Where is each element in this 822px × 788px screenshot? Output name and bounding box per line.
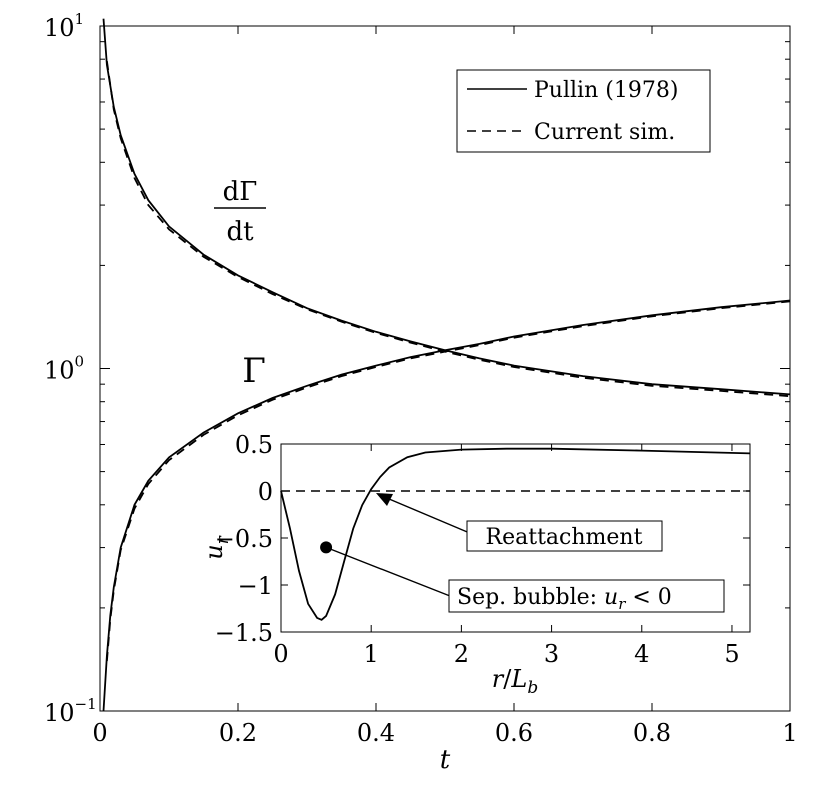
inset-xtick-label: 3 (544, 640, 559, 668)
inset-yaxis-label-sub: r (213, 535, 233, 544)
inset-series-line (280, 447, 751, 621)
main-ytick-label-exp: −1 (75, 695, 97, 713)
dgamma-label-denominator: dt (226, 217, 254, 247)
reattachment-box (466, 520, 663, 552)
bubble-text: Sep. bubble: ur < 0 (457, 585, 672, 613)
bubble-text-sub: r (618, 595, 626, 613)
inset-xaxis-label-r: r (492, 665, 505, 693)
bubble-annotation: Sep. bubble: ur < 0 (320, 541, 725, 613)
main-xtick-label: 1 (782, 719, 797, 747)
inset-yaxis-label-base: u (200, 544, 228, 559)
main-xtick-label: 0 (92, 719, 107, 747)
main-xaxis-label: t (440, 745, 451, 775)
main-ytick-label: 100 (44, 353, 84, 385)
main-ytick-label-exp: 1 (75, 10, 85, 28)
inset-xaxis-label-L: L (510, 665, 527, 693)
bubble-leader-line (325, 546, 451, 597)
main-ytick-label: 101 (44, 10, 84, 42)
main-xtick-label: 0.2 (219, 719, 257, 747)
inset-ytick-label: −1.5 (215, 619, 273, 647)
bubble-text-prefix: Sep. bubble: (457, 585, 604, 610)
inset-xaxis-label-sub: b (527, 678, 538, 698)
inset-xtick-label: 2 (454, 640, 469, 668)
reattachment-arrowhead (376, 493, 393, 506)
inset-curves (280, 447, 751, 621)
inset-xtick-label: 4 (634, 640, 649, 668)
bubble-text-var: u (604, 585, 618, 610)
legend-label-pullin: Pullin (1978) (534, 78, 678, 103)
series-line-gamma-dashed (106, 300, 791, 662)
inset-ytick-label: 0 (258, 478, 273, 506)
main-ytick-label-base: 10 (44, 699, 75, 727)
dgamma-label-numerator: dΓ (223, 177, 258, 207)
inset-axis-ticks: 0 1 2 3 4 5 −1.5 −1 −0.5 0 0.5 (215, 431, 750, 668)
main-ytick-label-exp: 0 (75, 353, 85, 371)
legend-label-current: Current sim. (534, 120, 675, 145)
inset-ytick-label: −0.5 (215, 525, 273, 553)
main-ytick-label-base: 10 (44, 14, 75, 42)
inset-xaxis-label: r/Lb (492, 665, 538, 698)
reattachment-arrow-line (381, 495, 473, 535)
bubble-box (448, 579, 725, 613)
inset-xtick-label: 0 (273, 640, 288, 668)
legend: Pullin (1978) Current sim. (456, 69, 711, 153)
gamma-label: Γ (242, 351, 266, 391)
main-xtick-label: 0.4 (357, 719, 395, 747)
inset-xtick-label: 1 (364, 640, 379, 668)
reattachment-text: Reattachment (486, 525, 643, 550)
inset-yaxis-label: ur (200, 535, 233, 559)
main-curves (102, 18, 791, 712)
bubble-text-rel: < 0 (625, 585, 671, 610)
inset-ytick-label: −1 (238, 572, 273, 600)
legend-box (456, 69, 711, 153)
inset-ytick-label: 0.5 (235, 431, 273, 459)
series-line-dgamma-dt-dashed (106, 60, 791, 398)
series-line-dgamma-dt-solid (102, 18, 791, 396)
main-ytick-label: 10−1 (44, 695, 97, 727)
reattachment-annotation: Reattachment (376, 493, 663, 552)
main-xtick-label: 0.6 (495, 719, 533, 747)
main-ytick-label-base: 10 (44, 357, 75, 385)
main-xtick-label: 0.8 (633, 719, 671, 747)
inset-xtick-label: 5 (724, 640, 739, 668)
inset-xaxis-label-slash: / (503, 665, 512, 693)
